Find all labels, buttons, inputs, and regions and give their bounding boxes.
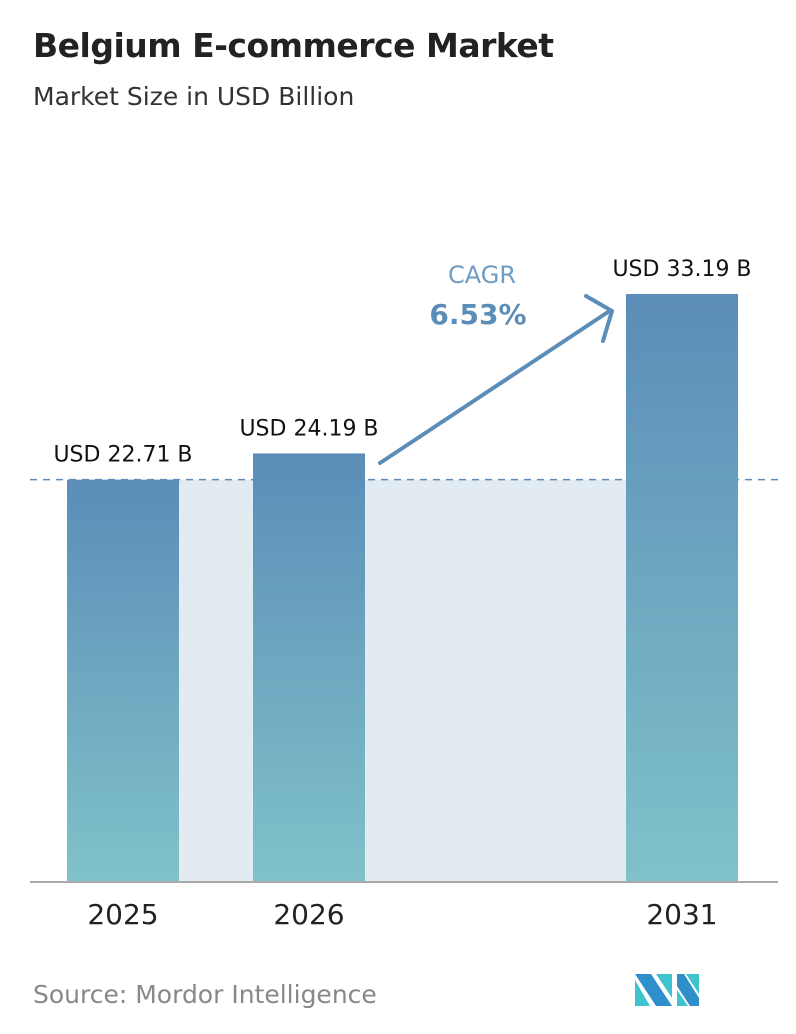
bar-2026: [253, 453, 365, 882]
bar-2025: [67, 479, 179, 882]
data-label-2026: USD 24.19 B: [239, 416, 378, 441]
data-label-2031: USD 33.19 B: [612, 257, 751, 282]
shaded-region: [179, 479, 626, 882]
x-tick-2031: 2031: [646, 898, 717, 931]
chart-subtitle: Market Size in USD Billion: [33, 82, 355, 111]
mordor-intelligence-logo: [635, 974, 699, 1006]
chart-title: Belgium E-commerce Market: [33, 26, 554, 65]
cagr-arrow: [378, 294, 614, 465]
cagr-value: 6.53%: [429, 298, 526, 331]
data-label-2025: USD 22.71 B: [53, 443, 192, 468]
bar-2031: [626, 294, 738, 882]
x-tick-2026: 2026: [273, 898, 344, 931]
x-tick-2025: 2025: [87, 898, 158, 931]
source-note: Source: Mordor Intelligence: [33, 980, 377, 1009]
cagr-label: CAGR: [448, 261, 516, 289]
